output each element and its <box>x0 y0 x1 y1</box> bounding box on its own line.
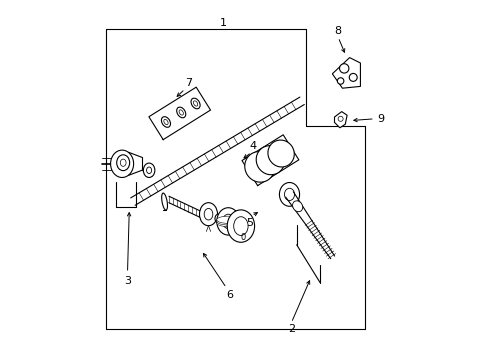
Text: 2: 2 <box>287 324 294 334</box>
Polygon shape <box>148 87 210 140</box>
Ellipse shape <box>256 146 284 175</box>
Circle shape <box>337 116 343 121</box>
Text: 7: 7 <box>185 78 192 88</box>
Text: 3: 3 <box>124 276 131 286</box>
Ellipse shape <box>191 98 200 109</box>
Ellipse shape <box>227 210 254 242</box>
Text: 6: 6 <box>226 290 233 300</box>
Ellipse shape <box>216 216 239 223</box>
Ellipse shape <box>143 163 155 177</box>
Text: 1: 1 <box>219 18 226 28</box>
Text: 4: 4 <box>249 141 257 151</box>
Ellipse shape <box>292 201 302 212</box>
Ellipse shape <box>216 218 239 225</box>
Ellipse shape <box>244 152 274 182</box>
Ellipse shape <box>193 101 197 106</box>
Ellipse shape <box>233 217 247 235</box>
Circle shape <box>348 73 356 81</box>
Ellipse shape <box>216 208 239 235</box>
Ellipse shape <box>161 117 170 127</box>
Polygon shape <box>242 135 298 186</box>
Ellipse shape <box>120 159 126 166</box>
Ellipse shape <box>216 220 239 227</box>
Ellipse shape <box>284 188 294 201</box>
Circle shape <box>339 64 348 73</box>
Ellipse shape <box>215 214 221 223</box>
Text: 9: 9 <box>377 114 384 124</box>
Circle shape <box>337 78 343 84</box>
Polygon shape <box>332 58 360 88</box>
Ellipse shape <box>176 107 185 118</box>
Text: 8: 8 <box>334 26 341 36</box>
Ellipse shape <box>117 155 129 171</box>
Ellipse shape <box>146 167 151 174</box>
Ellipse shape <box>179 110 183 115</box>
Ellipse shape <box>162 193 167 210</box>
Ellipse shape <box>204 208 212 220</box>
Polygon shape <box>334 112 346 128</box>
Ellipse shape <box>110 150 133 177</box>
Ellipse shape <box>222 214 234 229</box>
Ellipse shape <box>279 183 299 206</box>
Ellipse shape <box>163 120 168 125</box>
Text: 5: 5 <box>246 218 253 228</box>
Text: 0: 0 <box>240 233 245 242</box>
Ellipse shape <box>199 203 217 226</box>
Ellipse shape <box>267 140 294 167</box>
